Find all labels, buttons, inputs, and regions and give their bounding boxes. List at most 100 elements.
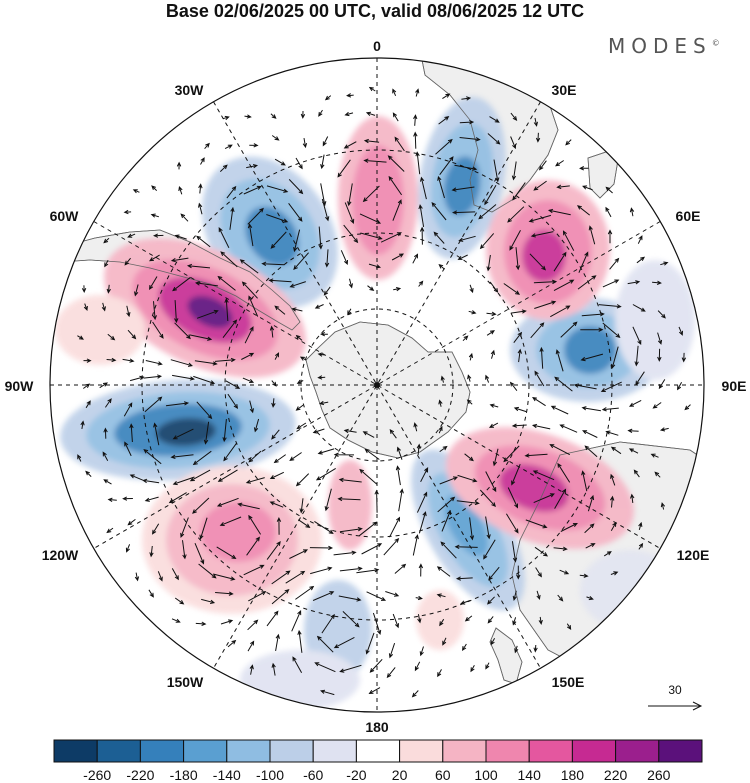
wind-arrow xyxy=(249,664,254,675)
wind-arrow xyxy=(391,253,404,261)
wind-arrow xyxy=(229,206,235,230)
wind-arrow xyxy=(560,321,578,338)
wind-arrow xyxy=(439,156,454,175)
wind-arrow xyxy=(212,573,236,581)
colorbar-swatch xyxy=(226,739,271,763)
wind-arrow xyxy=(198,202,203,215)
wind-arrow xyxy=(412,534,419,556)
wind-arrow xyxy=(462,335,469,342)
colorbar-tick-label: -20 xyxy=(346,767,366,783)
colorbar-swatch xyxy=(399,739,444,763)
wind-arrow xyxy=(418,511,427,534)
wind-arrow xyxy=(144,396,163,413)
lon-label-90e: 90E xyxy=(722,378,747,394)
wind-arrow xyxy=(511,464,521,486)
wind-arrow xyxy=(225,380,241,389)
wind-arrow xyxy=(83,383,91,389)
wind-arrow xyxy=(346,93,354,98)
wind-arrow xyxy=(392,88,397,96)
wind-arrow xyxy=(637,235,643,244)
wind-arrow xyxy=(364,448,380,460)
wind-arrow xyxy=(580,353,604,362)
wind-arrow xyxy=(513,406,527,413)
wind-arrow xyxy=(152,321,164,339)
wind-arrow xyxy=(559,569,570,575)
wind-arrow xyxy=(396,446,403,460)
wind-arrow xyxy=(77,335,84,340)
wind-arrow xyxy=(83,303,88,311)
wind-arrow xyxy=(489,403,499,408)
wind-arrow xyxy=(461,96,472,101)
wind-arrow xyxy=(347,183,353,207)
wind-arrow xyxy=(633,469,640,478)
wind-arrow xyxy=(126,305,131,318)
wind-arrow xyxy=(584,523,595,534)
wind-arrow xyxy=(106,284,111,294)
wind-arrow xyxy=(533,493,555,504)
wind-arrow xyxy=(576,205,591,216)
colorbar-tick-label: 60 xyxy=(435,767,451,783)
modes-logo: MODES© xyxy=(608,34,720,58)
wind-arrow xyxy=(276,516,282,535)
wind-arrow xyxy=(479,489,496,508)
wind-arrow xyxy=(628,399,642,407)
wind-arrow xyxy=(439,445,448,453)
graticule xyxy=(50,58,704,712)
wind-arrow xyxy=(486,254,491,272)
wind-arrow xyxy=(418,280,424,287)
wind-arrow xyxy=(333,452,355,457)
anomaly-field xyxy=(55,96,695,710)
wind-arrow xyxy=(295,404,304,411)
wind-arrow xyxy=(312,428,325,434)
wind-arrow xyxy=(196,235,211,248)
colorbar-tick-label: 100 xyxy=(474,767,498,783)
wind-arrow xyxy=(127,329,137,340)
wind-arrow xyxy=(586,595,594,601)
wind-arrow xyxy=(174,234,187,240)
wind-arrow xyxy=(632,304,646,312)
lon-label-90w: 90W xyxy=(5,378,35,394)
wind-arrow xyxy=(241,281,258,299)
wind-arrow xyxy=(554,376,573,392)
wind-arrow xyxy=(314,520,334,535)
wind-arrow xyxy=(529,253,547,271)
wind-arrow xyxy=(438,116,450,125)
wind-arrow xyxy=(516,565,521,580)
wind-arrow xyxy=(511,161,517,181)
wind-arrow xyxy=(333,550,357,556)
lon-label-180: 180 xyxy=(365,719,389,735)
wind-arrow xyxy=(584,445,598,458)
wind-arrow xyxy=(528,214,552,223)
wind-arrow xyxy=(485,516,491,540)
wind-arrow xyxy=(275,633,280,651)
wind-arrow xyxy=(244,326,254,344)
wind-arrow xyxy=(452,210,476,215)
wind-arrow xyxy=(531,423,551,430)
colorbar-swatch xyxy=(658,739,703,763)
wind-arrow xyxy=(509,230,521,251)
wind-arrow xyxy=(216,546,237,560)
wind-arrow xyxy=(555,349,564,372)
wind-arrow xyxy=(219,516,242,526)
wind-arrow xyxy=(269,325,275,338)
wind-arrow xyxy=(81,285,87,294)
wind-arrow xyxy=(557,462,571,483)
wind-arrow xyxy=(439,618,445,627)
wind-arrow xyxy=(239,259,259,274)
wind-arrow xyxy=(148,589,154,598)
wind-arrow xyxy=(338,595,362,602)
wind-arrow xyxy=(437,175,445,199)
wind-arrow xyxy=(271,135,280,141)
wind-arrow xyxy=(440,375,445,383)
wind-arrow xyxy=(288,179,304,195)
wind-arrow xyxy=(266,540,281,560)
wind-arrow xyxy=(652,402,662,409)
wind-arrow xyxy=(310,566,333,575)
wind-arrow xyxy=(124,441,132,457)
wind-arrow xyxy=(293,229,301,253)
wind-arrow xyxy=(439,476,459,485)
wind-arrow xyxy=(435,138,453,155)
wind-arrow xyxy=(220,251,238,268)
wind-arrow xyxy=(536,590,541,601)
